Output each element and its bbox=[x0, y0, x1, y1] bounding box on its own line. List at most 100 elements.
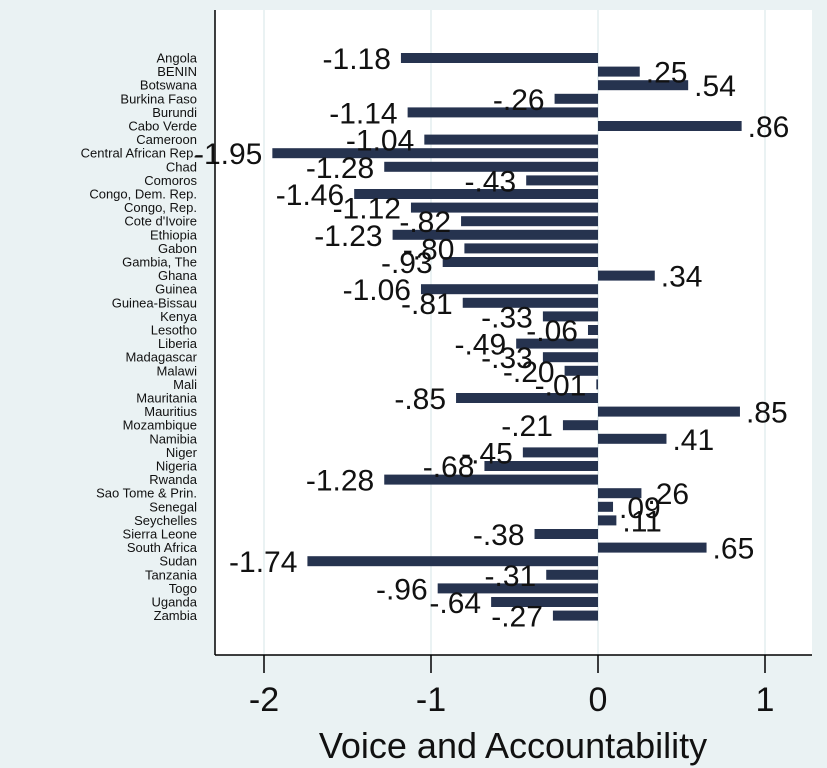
data-label: .09 bbox=[619, 492, 661, 525]
data-label: -1.95 bbox=[194, 138, 262, 171]
category-label: Ghana bbox=[158, 268, 198, 283]
category-label: Sierra Leone bbox=[123, 527, 197, 542]
data-label: -1.28 bbox=[306, 465, 374, 498]
data-label: -1.18 bbox=[323, 43, 391, 76]
data-label: .65 bbox=[713, 533, 755, 566]
bar bbox=[598, 80, 689, 91]
data-label: -.20 bbox=[503, 356, 555, 389]
data-label: -1.74 bbox=[229, 546, 297, 579]
bar bbox=[461, 216, 598, 227]
category-label: Madagascar bbox=[125, 350, 197, 365]
category-label: Liberia bbox=[158, 336, 198, 351]
bar bbox=[596, 379, 598, 390]
data-label: -.31 bbox=[485, 560, 537, 593]
data-label: -1.46 bbox=[276, 179, 344, 212]
category-label: Rwanda bbox=[149, 472, 197, 487]
category-label: Nigeria bbox=[156, 459, 198, 474]
bar bbox=[598, 406, 740, 417]
bar bbox=[598, 121, 742, 131]
bar bbox=[384, 161, 598, 172]
category-label: Sudan bbox=[159, 554, 197, 569]
bar bbox=[491, 597, 598, 607]
data-label: .86 bbox=[748, 111, 790, 144]
bars bbox=[272, 53, 742, 621]
data-label: -.01 bbox=[535, 369, 587, 402]
data-label: -.81 bbox=[401, 288, 453, 321]
data-label: -1.23 bbox=[314, 220, 382, 253]
bar bbox=[546, 569, 598, 580]
data-label: -.43 bbox=[464, 165, 516, 198]
data-label: .34 bbox=[661, 261, 703, 294]
category-label: Tanzania bbox=[145, 567, 198, 582]
bar bbox=[554, 93, 598, 104]
category-label: Mauritius bbox=[144, 404, 197, 419]
category-label: Burkina Faso bbox=[120, 91, 197, 106]
category-label: Niger bbox=[166, 445, 198, 460]
bar bbox=[526, 175, 598, 186]
bar bbox=[354, 189, 598, 199]
category-label: Uganda bbox=[151, 595, 197, 610]
data-label: -.27 bbox=[491, 601, 543, 634]
category-label: Burundi bbox=[152, 105, 197, 120]
bar bbox=[424, 134, 598, 145]
data-label: -1.28 bbox=[306, 152, 374, 185]
bar bbox=[564, 365, 598, 376]
category-label: Malawi bbox=[157, 363, 198, 378]
data-label: -.82 bbox=[399, 206, 451, 239]
x-tick-label: 1 bbox=[756, 681, 775, 719]
bar bbox=[598, 433, 667, 444]
category-label: Guinea bbox=[155, 282, 198, 297]
category-label: Mozambique bbox=[123, 418, 197, 433]
bar bbox=[392, 229, 598, 240]
category-label: Zambia bbox=[154, 608, 198, 623]
data-label: -.26 bbox=[493, 84, 545, 117]
bar bbox=[442, 257, 598, 267]
category-label: Ethiopia bbox=[150, 227, 198, 242]
category-label: Kenya bbox=[160, 309, 198, 324]
category-label: Lesotho bbox=[151, 323, 197, 338]
bar bbox=[464, 243, 598, 254]
bar bbox=[456, 393, 598, 403]
bar bbox=[407, 107, 598, 118]
data-label: .11 bbox=[622, 505, 661, 538]
data-label: -.45 bbox=[461, 437, 513, 470]
category-label: Namibia bbox=[149, 431, 197, 446]
bar bbox=[598, 270, 655, 281]
category-label: Botswana bbox=[140, 78, 198, 93]
data-label: -.06 bbox=[526, 315, 578, 348]
category-label: Gabon bbox=[158, 241, 197, 256]
category-label: Gambia, The bbox=[122, 255, 197, 270]
category-label: Cote d'Ivoire bbox=[124, 214, 197, 229]
data-label: .54 bbox=[694, 70, 736, 103]
category-label: Central African Rep. bbox=[81, 146, 197, 161]
data-label: .85 bbox=[746, 397, 788, 430]
category-label: Cameroon bbox=[136, 132, 197, 147]
bar bbox=[542, 352, 598, 363]
category-label: Guinea-Bissau bbox=[112, 295, 197, 310]
bar bbox=[462, 297, 598, 308]
data-label: -.64 bbox=[429, 587, 481, 620]
bar bbox=[522, 447, 598, 458]
category-label: Angola bbox=[157, 51, 198, 66]
category-label: Comoros bbox=[144, 173, 197, 188]
bar bbox=[534, 529, 598, 539]
bar bbox=[516, 338, 598, 349]
x-tick-label: 0 bbox=[589, 681, 608, 719]
bar bbox=[307, 556, 598, 567]
bar bbox=[437, 583, 598, 594]
bar bbox=[542, 311, 598, 322]
bar bbox=[410, 202, 598, 213]
category-label: Sao Tome & Prin. bbox=[96, 486, 197, 501]
bar bbox=[598, 66, 640, 77]
category-label: Mauritania bbox=[136, 391, 197, 406]
data-label: -1.12 bbox=[333, 193, 401, 226]
bar bbox=[400, 53, 598, 63]
data-label: -.96 bbox=[376, 573, 428, 606]
data-label: -.80 bbox=[403, 233, 455, 266]
category-label: Cabo Verde bbox=[128, 119, 197, 134]
data-label: .25 bbox=[646, 57, 688, 90]
data-label: -1.06 bbox=[343, 274, 411, 307]
bar bbox=[598, 515, 617, 526]
data-label: -.85 bbox=[394, 383, 446, 416]
